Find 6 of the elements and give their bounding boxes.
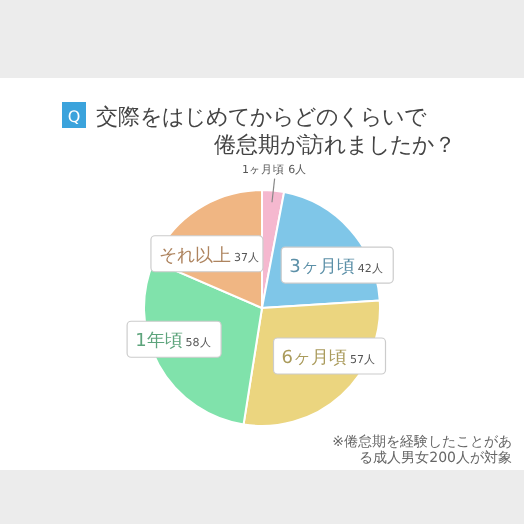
slice-label: それ以上	[158, 244, 231, 267]
slice-label: 6ヶ月頃	[281, 349, 347, 369]
text: Q	[67, 108, 81, 126]
chart-title: 交際をはじめてからどのくらいで倦怠期が訪れましたか？	[96, 104, 456, 158]
slice-label: 1年頃	[135, 330, 183, 353]
slice-label: 3ヶ月頃	[289, 258, 355, 279]
